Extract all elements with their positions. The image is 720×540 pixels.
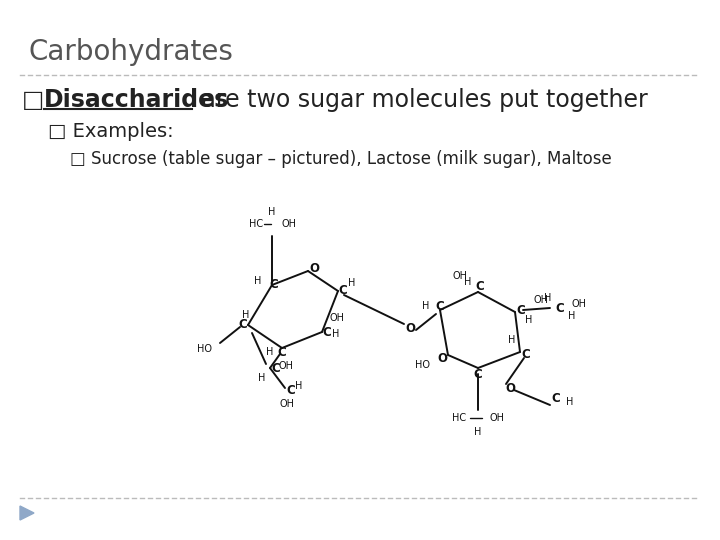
Text: OH: OH	[572, 299, 587, 309]
Text: OH: OH	[330, 313, 345, 323]
Text: O: O	[505, 381, 515, 395]
Text: OH: OH	[490, 413, 505, 423]
Text: □ Sucrose (table sugar – pictured), Lactose (milk sugar), Maltose: □ Sucrose (table sugar – pictured), Lact…	[70, 150, 612, 168]
Text: OH: OH	[281, 219, 296, 229]
Text: H: H	[464, 277, 472, 287]
Text: H: H	[266, 347, 274, 357]
Text: H: H	[544, 293, 552, 303]
Text: □: □	[22, 88, 45, 112]
Text: H: H	[526, 315, 533, 325]
Text: C: C	[271, 361, 280, 375]
Text: C: C	[476, 280, 485, 294]
Text: C: C	[436, 300, 444, 313]
Text: are two sugar molecules put together: are two sugar molecules put together	[194, 88, 648, 112]
Text: Disaccharides: Disaccharides	[44, 88, 229, 112]
Text: C: C	[517, 303, 526, 316]
Text: H: H	[423, 301, 430, 311]
Polygon shape	[20, 506, 34, 520]
Text: O: O	[437, 353, 447, 366]
Text: H: H	[254, 276, 261, 286]
Text: C: C	[552, 392, 560, 404]
Text: OH: OH	[279, 361, 294, 371]
Text: OH: OH	[279, 399, 294, 409]
Text: H: H	[508, 335, 516, 345]
Text: C: C	[338, 285, 347, 298]
Text: HO: HO	[415, 360, 430, 370]
Text: O: O	[405, 321, 415, 334]
Text: H: H	[333, 329, 340, 339]
Text: O: O	[309, 262, 319, 275]
Text: H: H	[243, 310, 250, 320]
Text: C: C	[323, 326, 331, 339]
Text: HC: HC	[249, 219, 263, 229]
Text: OH: OH	[452, 271, 467, 281]
Text: C: C	[556, 301, 564, 314]
Text: C: C	[269, 279, 279, 292]
Text: H: H	[568, 311, 576, 321]
Text: H: H	[567, 397, 574, 407]
Text: C: C	[474, 368, 482, 381]
Text: □ Examples:: □ Examples:	[48, 122, 174, 141]
Text: C: C	[238, 319, 248, 332]
Text: HO: HO	[197, 344, 212, 354]
Text: H: H	[295, 381, 302, 391]
Text: C: C	[278, 347, 287, 360]
Text: H: H	[258, 373, 266, 383]
Text: HC: HC	[452, 413, 466, 423]
Text: H: H	[474, 427, 482, 437]
Text: C: C	[287, 383, 295, 396]
Text: H: H	[348, 278, 356, 288]
Text: OH: OH	[533, 295, 548, 305]
Text: C: C	[521, 348, 531, 361]
Text: Carbohydrates: Carbohydrates	[28, 38, 233, 66]
Text: H: H	[269, 207, 276, 217]
